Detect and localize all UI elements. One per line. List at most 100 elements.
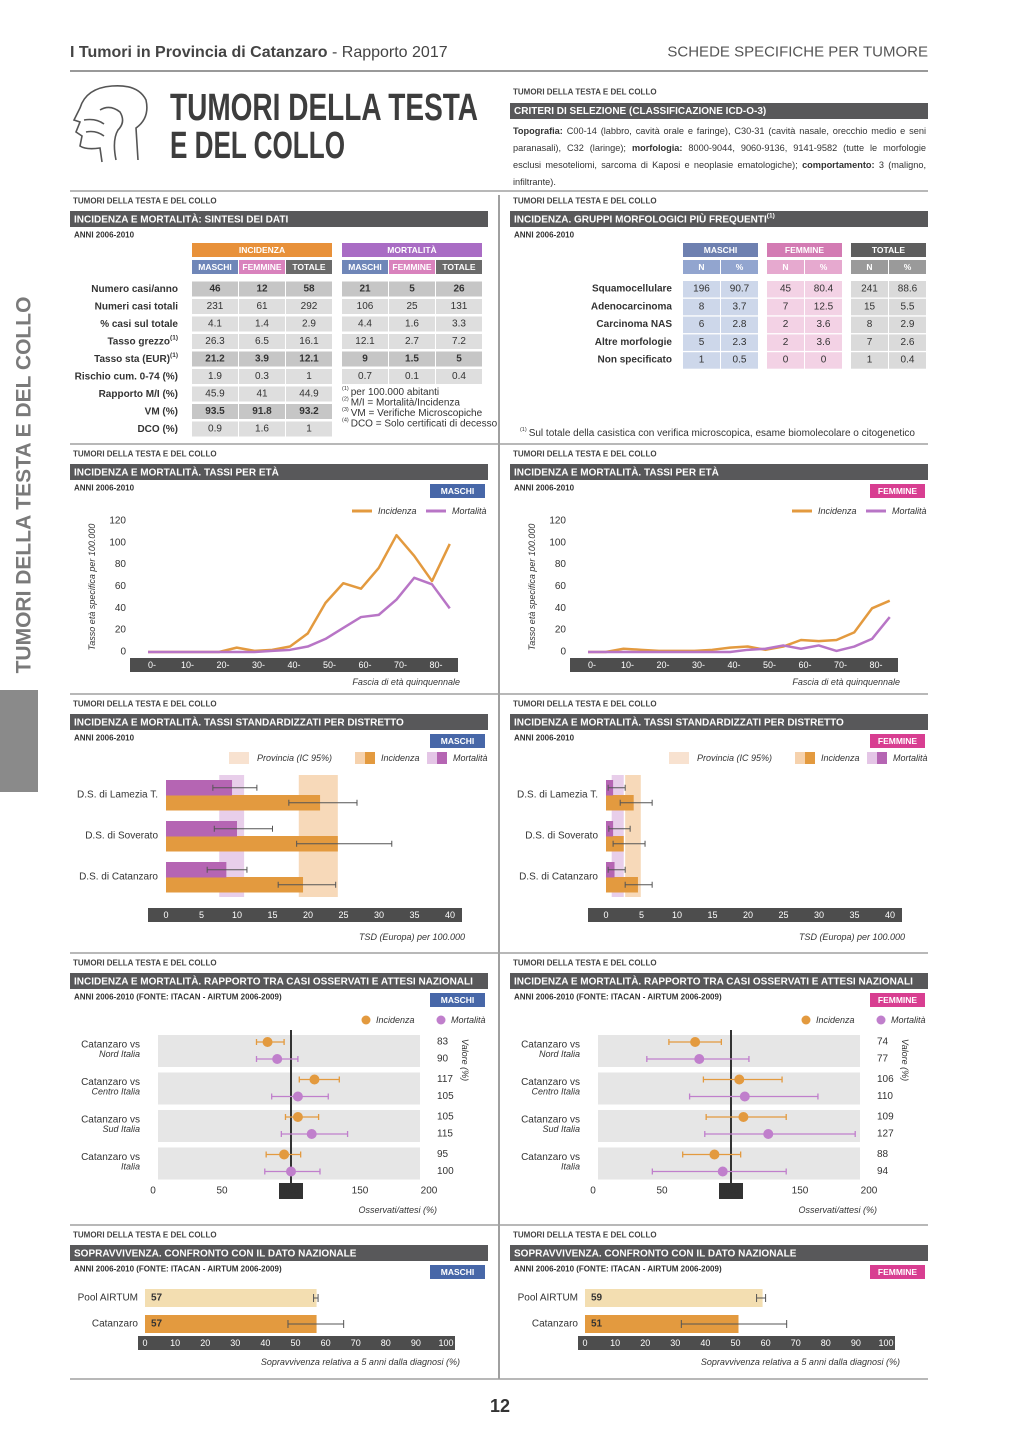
panel-heading: SOPRAVVIVENZA. CONFRONTO CON IL DATO NAZ… bbox=[74, 1248, 357, 1259]
row-label: Rischio cum. 0-74 (%) bbox=[75, 371, 178, 382]
table-value: 91.8 bbox=[252, 406, 272, 417]
column-label: FEMMINE bbox=[392, 262, 432, 272]
group-label: FEMMINE bbox=[785, 245, 825, 255]
badge bbox=[430, 484, 485, 498]
column-label: N bbox=[866, 262, 872, 272]
table-value: 2 bbox=[783, 319, 789, 330]
table-cell bbox=[286, 299, 332, 314]
page-title: E DEL COLLO bbox=[170, 125, 345, 167]
x-tick-label: 50- bbox=[763, 660, 776, 670]
panel-heading-bar bbox=[70, 714, 488, 730]
x-tick-label: 100 bbox=[878, 1338, 893, 1348]
category-label: D.S. di Soverato bbox=[525, 831, 598, 842]
x-tick-label: 200 bbox=[861, 1186, 878, 1197]
table-value: 0 bbox=[783, 355, 789, 366]
x-tick-label: 80 bbox=[381, 1338, 391, 1348]
panel-kicker: TUMORI DELLA TESTA E DEL COLLO bbox=[513, 450, 657, 459]
category-label: Catanzaro vs bbox=[81, 1115, 140, 1126]
table-value: 231 bbox=[207, 301, 224, 312]
table-value: 6 bbox=[699, 319, 705, 330]
table-cell bbox=[767, 281, 804, 298]
row-band bbox=[158, 1110, 420, 1142]
table-value: 3.6 bbox=[817, 337, 831, 348]
point bbox=[690, 1037, 701, 1047]
x-tick-label: 30- bbox=[252, 660, 265, 670]
row-band bbox=[598, 1072, 860, 1105]
legend-label: Incidenza bbox=[381, 753, 420, 763]
x-tick-label: 20 bbox=[200, 1338, 210, 1348]
panel-heading: INCIDENZA E MORTALITÀ. TASSI PER ETÀ bbox=[74, 465, 279, 478]
panel-kicker: TUMORI DELLA TESTA E DEL COLLO bbox=[73, 450, 217, 459]
group-header bbox=[767, 243, 842, 257]
note-text: DCO = Solo certificati di decesso bbox=[351, 418, 498, 429]
table-cell bbox=[286, 421, 332, 437]
note: (3) VM = Verifiche Microscopiche bbox=[342, 407, 483, 419]
column-header bbox=[889, 260, 926, 274]
value-label: 100 bbox=[437, 1166, 454, 1177]
panel-heading-sup: (1) bbox=[767, 213, 775, 220]
x-axis-label: Osservati/attesi (%) bbox=[798, 1205, 877, 1215]
value-label: 94 bbox=[877, 1166, 889, 1177]
table-cell bbox=[286, 369, 332, 384]
legend-swatch bbox=[876, 1015, 886, 1025]
row-label-main: Tasso grezzo bbox=[107, 336, 170, 347]
table-cell bbox=[683, 316, 720, 334]
table-value: 4.1 bbox=[208, 319, 222, 330]
value-label: 109 bbox=[877, 1112, 894, 1123]
table-cell bbox=[721, 352, 758, 369]
value-label: 106 bbox=[877, 1074, 894, 1085]
table-cell bbox=[239, 404, 285, 419]
x-tick-label: 80- bbox=[429, 660, 442, 670]
badge bbox=[870, 993, 925, 1007]
column-header bbox=[721, 260, 758, 274]
table-cell bbox=[342, 334, 388, 349]
panel-kicker: TUMORI DELLA TESTA E DEL COLLO bbox=[73, 197, 217, 206]
table-value: 8 bbox=[867, 319, 873, 330]
category-label: D.S. di Lamezia T. bbox=[517, 790, 598, 801]
table-value: 8 bbox=[699, 301, 705, 312]
legend-label: Incidenza bbox=[376, 1015, 415, 1025]
table-cell bbox=[721, 281, 758, 298]
note-sup: (4) bbox=[342, 418, 349, 424]
x-axis-band bbox=[138, 1336, 455, 1350]
note-sup: (2) bbox=[342, 397, 349, 403]
table-cell bbox=[239, 299, 285, 314]
panel-period: ANNI 2006-2010 (FONTE: ITACAN - AIRTUM 2… bbox=[514, 1265, 722, 1274]
legend-swatch bbox=[229, 752, 249, 764]
row-label-sup: (1) bbox=[170, 335, 178, 342]
table-value: 5 bbox=[409, 284, 415, 295]
y-tick-label: 40 bbox=[555, 603, 567, 614]
table-value: 0.7 bbox=[358, 371, 372, 382]
x-axis-band bbox=[588, 908, 902, 922]
table-value: 12.1 bbox=[355, 336, 375, 347]
column-header bbox=[683, 260, 720, 274]
table-value: 25 bbox=[406, 301, 418, 312]
value-axis-label: Valore (%) bbox=[460, 1039, 470, 1081]
table-cell bbox=[851, 334, 888, 351]
bar bbox=[145, 1315, 317, 1333]
category-label: Pool AIRTUM bbox=[78, 1293, 138, 1304]
bar bbox=[166, 795, 321, 811]
column-header bbox=[192, 260, 238, 274]
table-value: 93.5 bbox=[205, 406, 225, 417]
panel-kicker: TUMORI DELLA TESTA E DEL COLLO bbox=[513, 1231, 657, 1240]
panel-kicker: TUMORI DELLA TESTA E DEL COLLO bbox=[513, 700, 657, 709]
panel-period: ANNI 2006-2010 bbox=[514, 734, 575, 743]
x-tick-label: 15 bbox=[707, 910, 717, 920]
x-tick-label: 0 bbox=[590, 1186, 596, 1197]
legend-label: Mortalità bbox=[452, 506, 487, 516]
table-value: 58 bbox=[303, 284, 315, 295]
table-value: 2.9 bbox=[901, 319, 915, 330]
x-tick-label: 0- bbox=[588, 660, 596, 670]
table-cell bbox=[805, 352, 842, 369]
value-label: 74 bbox=[877, 1037, 889, 1048]
badge bbox=[430, 1265, 485, 1279]
x-tick-label: 100 bbox=[438, 1338, 453, 1348]
table-value: 93.2 bbox=[299, 406, 319, 417]
criteria-segment: Topografia: bbox=[513, 126, 563, 136]
y-tick-label: 120 bbox=[549, 516, 566, 527]
error-bar bbox=[287, 1320, 345, 1328]
table-value: 12.1 bbox=[299, 354, 319, 365]
error-bar bbox=[756, 1294, 767, 1302]
